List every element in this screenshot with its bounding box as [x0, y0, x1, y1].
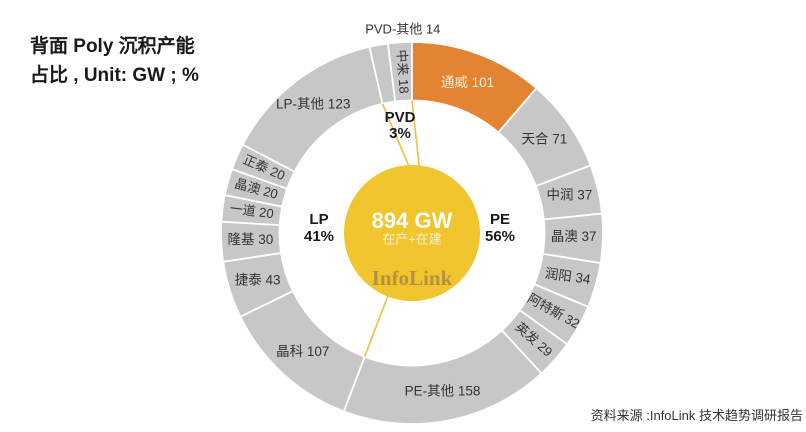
svg-text:晶澳 37: 晶澳 37: [551, 229, 597, 244]
svg-text:捷泰 43: 捷泰 43: [235, 273, 281, 288]
svg-text:PVD: PVD: [385, 109, 416, 126]
svg-text:PVD-其他 14: PVD-其他 14: [365, 21, 440, 36]
svg-text:晶科 107: 晶科 107: [276, 344, 329, 359]
svg-text:56%: 56%: [485, 228, 515, 245]
svg-text:PE-其他 158: PE-其他 158: [405, 383, 481, 398]
svg-text:通威 101: 通威 101: [441, 75, 494, 90]
svg-text:894 GW: 894 GW: [372, 208, 453, 233]
svg-text:LP-其他 123: LP-其他 123: [276, 96, 350, 111]
svg-text:LP: LP: [309, 211, 328, 228]
svg-text:InfoLink: InfoLink: [372, 266, 453, 290]
svg-text:PE: PE: [490, 211, 510, 228]
svg-text:中润 37: 中润 37: [547, 187, 593, 202]
svg-text:隆基 30: 隆基 30: [228, 231, 274, 247]
svg-text:中来 18: 中来 18: [394, 49, 412, 94]
svg-text:天合 71: 天合 71: [522, 132, 568, 147]
svg-text:在产+在建: 在产+在建: [382, 231, 442, 246]
svg-text:3%: 3%: [389, 125, 411, 142]
svg-text:41%: 41%: [304, 228, 334, 245]
